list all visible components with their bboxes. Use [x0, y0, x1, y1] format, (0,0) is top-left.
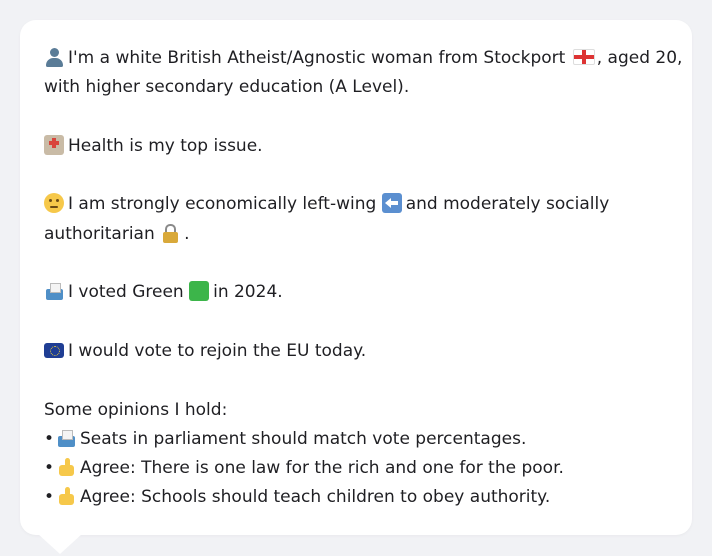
bullet: •: [44, 428, 55, 449]
opinions-heading: Some opinions I hold:: [44, 399, 228, 420]
bullet: •: [44, 458, 55, 479]
voted-text: I voted Green: [68, 282, 184, 303]
intro-age: , aged 20,: [596, 48, 683, 68]
list-item: • Seats in parliament should match vote p…: [44, 425, 668, 454]
authoritarian-end: .: [184, 223, 190, 244]
ballot-box-icon: [56, 428, 76, 448]
vote-paragraph: I voted Green in 2024.: [44, 278, 668, 307]
left-arrow-icon: [381, 193, 402, 214]
intro-paragraph: I'm a white British Atheist/Agnostic wom…: [44, 44, 682, 103]
authoritarian-text: authoritarian: [44, 223, 155, 244]
person-icon: [44, 47, 64, 67]
thinking-face-icon: [44, 193, 64, 214]
opinions-list: • Seats in parliament should match vote p…: [44, 425, 668, 513]
speech-bubble-tail: [38, 534, 82, 554]
hospital-icon: [44, 134, 64, 155]
health-paragraph: Health is my top issue.: [44, 132, 668, 161]
green-square-icon: [189, 281, 210, 302]
list-item: • Agree: There is one law for the rich an…: [44, 454, 668, 483]
opinion-text: Seats in parliament should match vote pe…: [80, 428, 527, 449]
england-flag-icon: [572, 49, 595, 65]
profile-card: I'm a white British Atheist/Agnostic wom…: [20, 20, 692, 535]
lock-icon: [160, 223, 180, 243]
opinion-text: Agree: Schools should teach children to …: [80, 487, 551, 508]
voted-year-text: in 2024.: [213, 282, 283, 303]
economic-text: I am strongly economically left-wing: [68, 194, 377, 215]
ideology-paragraph: I am strongly economically left-wing and…: [44, 190, 668, 249]
opinion-text: Agree: There is one law for the rich and…: [80, 458, 564, 479]
eu-flag-icon: [44, 342, 64, 358]
eu-text: I would vote to rejoin the EU today.: [68, 340, 367, 361]
health-text: Health is my top issue.: [68, 135, 263, 156]
bullet: •: [44, 487, 55, 508]
opinions-section: Some opinions I hold: • Seats in parliame…: [44, 396, 668, 513]
ballot-box-icon: [44, 281, 64, 301]
thumbs-up-icon: [56, 457, 76, 477]
education-text: with higher secondary education (A Level…: [44, 77, 410, 98]
social-text: and moderately socially: [405, 194, 610, 215]
thumbs-up-icon: [56, 486, 76, 506]
eu-paragraph: I would vote to rejoin the EU today.: [44, 337, 668, 366]
intro-text: I'm a white British Atheist/Agnostic wom…: [68, 48, 566, 68]
list-item: • Agree: Schools should teach children to…: [44, 483, 668, 512]
